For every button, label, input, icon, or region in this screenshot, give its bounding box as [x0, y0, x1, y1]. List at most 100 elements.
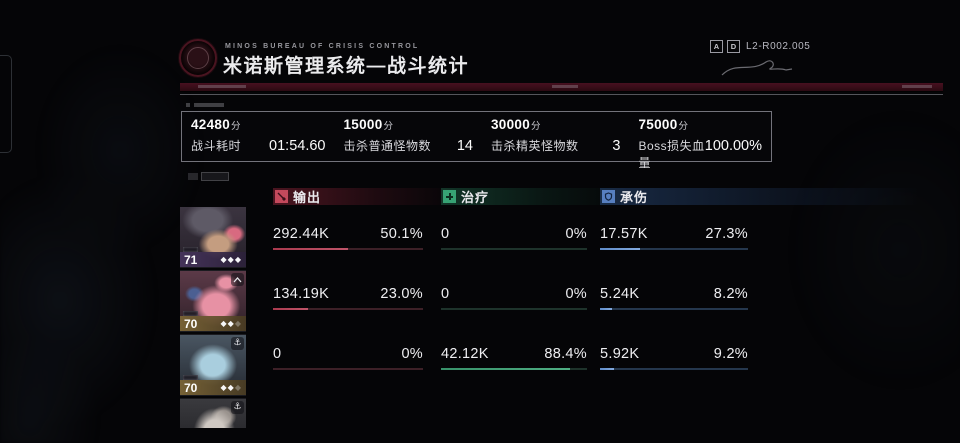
stat-percent: 50.1%: [380, 226, 423, 242]
level-tag: [183, 247, 198, 252]
score-group-boss-hp: 75000分 Boss损失血量 100.00%: [629, 112, 771, 170]
squad-member-3[interactable]: ⚓ 70 ◆◆◆: [180, 335, 246, 395]
stat-value: 134.19K: [273, 286, 330, 302]
stat-value: 5.92K: [600, 346, 640, 362]
stat-percent: 88.4%: [544, 346, 587, 362]
stat-cell: 17.57K 27.3%: [600, 226, 748, 250]
stat-percent: 0%: [401, 346, 423, 362]
column-header-damage: 输出: [273, 188, 457, 205]
stat-cell: 42.12K 88.4%: [441, 346, 587, 370]
edge-ui-fragment: [0, 55, 12, 153]
score-suffix: 分: [231, 121, 241, 132]
signature-scribble: [721, 60, 793, 76]
stat-progress-bar: [441, 368, 587, 370]
divider-line: [180, 94, 943, 95]
squad-member-1[interactable]: 71 ◆◆◆: [180, 207, 246, 267]
star-rank: ◆◆◆: [220, 318, 242, 328]
stat-label: 击杀普通怪物数: [343, 139, 431, 153]
anchor-icon: ⚓: [231, 337, 244, 350]
plus-icon: [443, 190, 456, 203]
member-level: 71: [184, 252, 198, 267]
score-group-elite-kills: 30000分 击杀精英怪物数 3: [482, 112, 630, 161]
squad-portrait-list: 71 ◆◆◆ 70 ◆◆◆ ⚓ 70 ◆◆◆ ⚓: [180, 207, 246, 428]
member-level: 70: [184, 380, 198, 395]
stat-cell: 0 0%: [273, 346, 423, 370]
section-divider-band: [180, 83, 943, 91]
squad-member-4[interactable]: ⚓: [180, 399, 246, 428]
squad-section-tag: [188, 172, 229, 181]
column-label: 治疗: [461, 190, 490, 205]
stat-value: 0: [273, 346, 282, 362]
star-rank: ◆◆◆: [220, 254, 242, 264]
stat-label: 战斗耗时: [191, 139, 242, 153]
score-suffix: 分: [531, 121, 541, 132]
stat-progress-bar: [273, 248, 423, 250]
stat-progress-bar: [600, 368, 748, 370]
stat-value: 292.44K: [273, 226, 330, 242]
document-code: A D L2-R002.005: [710, 40, 810, 53]
level-tag: [183, 311, 198, 316]
star-rank: ◆◆◆: [220, 382, 242, 392]
stat-percent: 0%: [565, 286, 587, 302]
column-header-healing: 治疗: [441, 188, 625, 205]
stat-cell: 0 0%: [441, 226, 587, 250]
score-value: 75000: [638, 117, 678, 132]
score-suffix: 分: [383, 121, 394, 132]
level-bar: 70 ◆◆◆: [180, 380, 246, 395]
stat-value: 100.00%: [704, 138, 762, 154]
stat-value: 14: [456, 138, 473, 154]
stat-progress-bar: [441, 248, 587, 250]
stat-percent: 8.2%: [713, 286, 748, 302]
chevron-up-icon: [231, 273, 244, 286]
stat-progress-bar: [441, 308, 587, 310]
shield-icon: [602, 190, 615, 203]
score-group-battle-time: 42480分 战斗耗时 01:54.60: [182, 112, 334, 161]
page-title: 米诺斯管理系统—战斗统计: [223, 56, 470, 77]
stat-value: 01:54.60: [269, 138, 326, 154]
stat-value: 0: [441, 226, 450, 242]
column-label: 承伤: [620, 190, 649, 205]
stat-progress-bar: [600, 308, 748, 310]
badge-d: D: [727, 40, 740, 53]
stat-percent: 0%: [565, 226, 587, 242]
score-value: 42480: [191, 117, 231, 132]
stat-cell: 5.92K 9.2%: [600, 346, 748, 370]
level-bar: 70 ◆◆◆: [180, 316, 246, 331]
anchor-icon: ⚓: [231, 401, 244, 414]
stat-value: 5.24K: [600, 286, 640, 302]
stat-percent: 27.3%: [705, 226, 748, 242]
sword-icon: [275, 190, 288, 203]
score-summary-box: 42480分 战斗耗时 01:54.60 15000分 击杀普通怪物数 14 3…: [181, 111, 772, 170]
stat-value: 0: [441, 286, 450, 302]
stat-cell: 292.44K 50.1%: [273, 226, 423, 250]
micro-text: [552, 85, 578, 88]
stat-label: Boss损失血量: [638, 139, 705, 170]
column-label: 输出: [293, 190, 322, 205]
stat-cell: 5.24K 8.2%: [600, 286, 748, 310]
stat-cell: 0 0%: [441, 286, 587, 310]
score-value: 30000: [490, 117, 531, 132]
member-level: 70: [184, 316, 198, 331]
stat-value: 3: [612, 138, 621, 154]
mbcc-emblem-icon: [179, 39, 217, 77]
squad-member-2[interactable]: 70 ◆◆◆: [180, 271, 246, 331]
stat-progress-bar: [273, 368, 423, 370]
stat-label: 击杀精英怪物数: [490, 139, 579, 153]
level-bar: 71 ◆◆◆: [180, 252, 246, 267]
score-section-tag: [186, 103, 224, 107]
document-code-text: L2-R002.005: [746, 41, 811, 52]
level-tag: [183, 375, 198, 380]
stat-percent: 9.2%: [713, 346, 748, 362]
stat-cell: 134.19K 23.0%: [273, 286, 423, 310]
column-damage-taken: 承伤 17.57K 27.3% 5.24K 8.2% 5.92K 9.2%: [600, 188, 920, 370]
agency-name: MINOS BUREAU OF CRISIS CONTROL: [225, 43, 420, 50]
column-healing: 治疗 0 0% 0 0% 42.12K 88.4%: [441, 188, 625, 370]
score-group-normal-kills: 15000分 击杀普通怪物数 14: [334, 112, 482, 161]
battle-stat-columns: 输出 292.44K 50.1% 134.19K 23.0% 0 0% 治疗 0 0% …: [273, 188, 943, 388]
micro-text: [902, 85, 932, 88]
score-suffix: 分: [678, 121, 689, 132]
column-damage-dealt: 输出 292.44K 50.1% 134.19K 23.0% 0 0%: [273, 188, 457, 370]
column-header-damage-taken: 承伤: [600, 188, 920, 205]
stat-progress-bar: [600, 248, 748, 250]
score-value: 15000: [343, 117, 383, 132]
